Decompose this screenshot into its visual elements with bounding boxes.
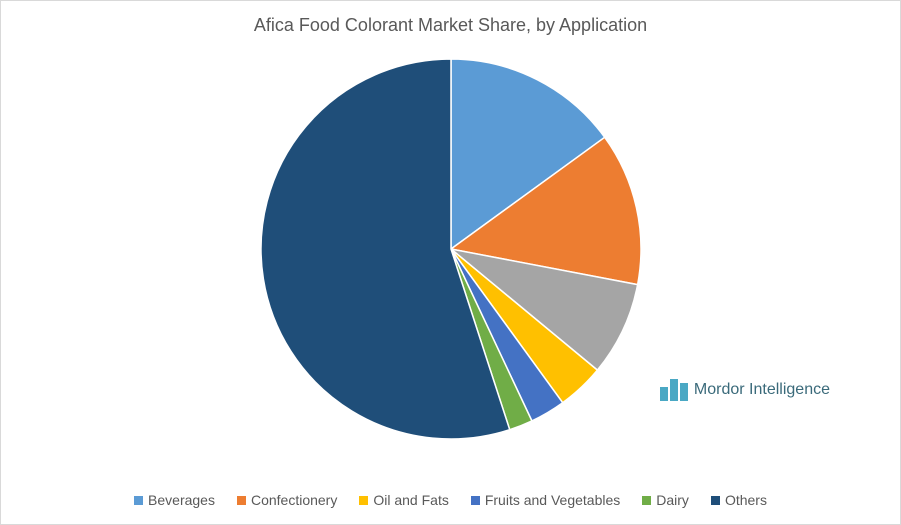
legend-swatch: [642, 496, 651, 505]
legend-swatch: [359, 496, 368, 505]
chart-title: Afica Food Colorant Market Share, by App…: [1, 15, 900, 36]
brand-logo: Mordor Intelligence: [660, 379, 830, 401]
brand-bar-icon: [670, 379, 678, 401]
legend-swatch: [471, 496, 480, 505]
chart-container: Afica Food Colorant Market Share, by App…: [0, 0, 901, 525]
pie-svg: [261, 59, 641, 439]
legend-swatch: [237, 496, 246, 505]
brand-mark: [660, 379, 688, 401]
legend-item: Dairy: [642, 492, 689, 508]
brand-bar-icon: [680, 383, 688, 401]
legend: Beverages Confectionery Oil and Fats Fruits…: [1, 492, 900, 508]
legend-label: Fruits and Vegetables: [485, 492, 620, 508]
legend-item: Others: [711, 492, 767, 508]
legend-label: Beverages: [148, 492, 215, 508]
legend-item: Beverages: [134, 492, 215, 508]
legend-label: Others: [725, 492, 767, 508]
brand-bar-icon: [660, 387, 668, 401]
legend-item: Oil and Fats: [359, 492, 448, 508]
legend-swatch: [134, 496, 143, 505]
legend-item: Fruits and Vegetables: [471, 492, 620, 508]
legend-label: Oil and Fats: [373, 492, 448, 508]
legend-label: Dairy: [656, 492, 689, 508]
legend-label: Confectionery: [251, 492, 337, 508]
brand-text: Mordor Intelligence: [694, 381, 830, 399]
legend-item: Confectionery: [237, 492, 337, 508]
legend-swatch: [711, 496, 720, 505]
pie-chart: [261, 59, 641, 439]
